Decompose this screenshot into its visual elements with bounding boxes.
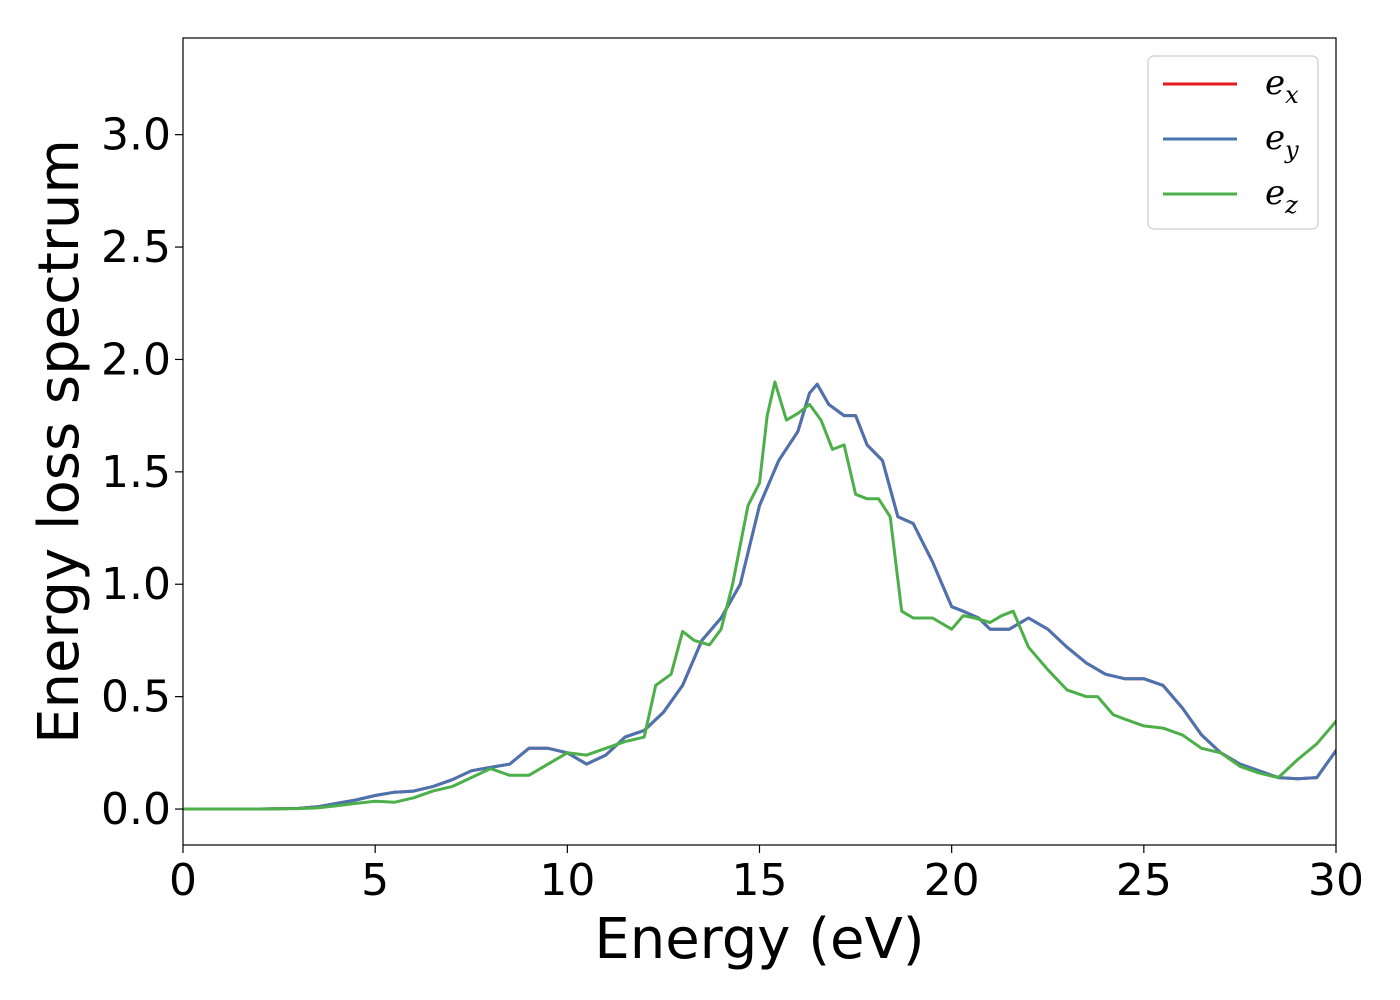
legend-label-x: ex (1265, 63, 1299, 109)
legend-label-z: ez (1265, 173, 1298, 219)
plot-area (183, 380, 1336, 811)
x-axis-label: Energy (eV) (594, 907, 924, 972)
legend-label-base: e (1265, 63, 1285, 103)
legend-label-y: ey (1265, 118, 1299, 164)
y-axis-label: Energy loss spectrum (27, 139, 92, 744)
y-tick-label: 0.5 (101, 672, 171, 723)
y-tick-label: 1.0 (101, 559, 171, 610)
legend-label-base: e (1265, 118, 1285, 158)
x-tick-label: 10 (539, 855, 595, 906)
x-tick-label: 30 (1308, 855, 1364, 906)
x-axis-ticks: 0 5 10 15 20 25 30 (169, 845, 1364, 906)
x-tick-label: 25 (1116, 855, 1172, 906)
y-tick-label: 2.5 (101, 222, 171, 273)
x-tick-label: 0 (169, 855, 197, 906)
y-tick-label: 1.5 (101, 447, 171, 498)
legend-label-subscript: x (1285, 81, 1299, 109)
series-line-y (183, 382, 1336, 811)
series-line-z (183, 380, 1336, 811)
y-tick-label: 3.0 (101, 110, 171, 161)
x-tick-label: 15 (732, 855, 788, 906)
legend-box (1147, 55, 1319, 230)
series-line-x (183, 382, 1336, 811)
legend-label-subscript: z (1284, 191, 1298, 219)
y-tick-label: 0.0 (101, 784, 171, 835)
x-tick-label: 5 (361, 855, 389, 906)
legend-label-base: e (1265, 173, 1285, 213)
y-tick-label: 2.0 (101, 334, 171, 385)
x-tick-label: 20 (924, 855, 980, 906)
y-axis-ticks: 0.0 0.5 1.0 1.5 2.0 2.5 3.0 (101, 110, 183, 835)
legend-label-subscript: y (1284, 136, 1299, 164)
plot-frame (182, 37, 1337, 846)
